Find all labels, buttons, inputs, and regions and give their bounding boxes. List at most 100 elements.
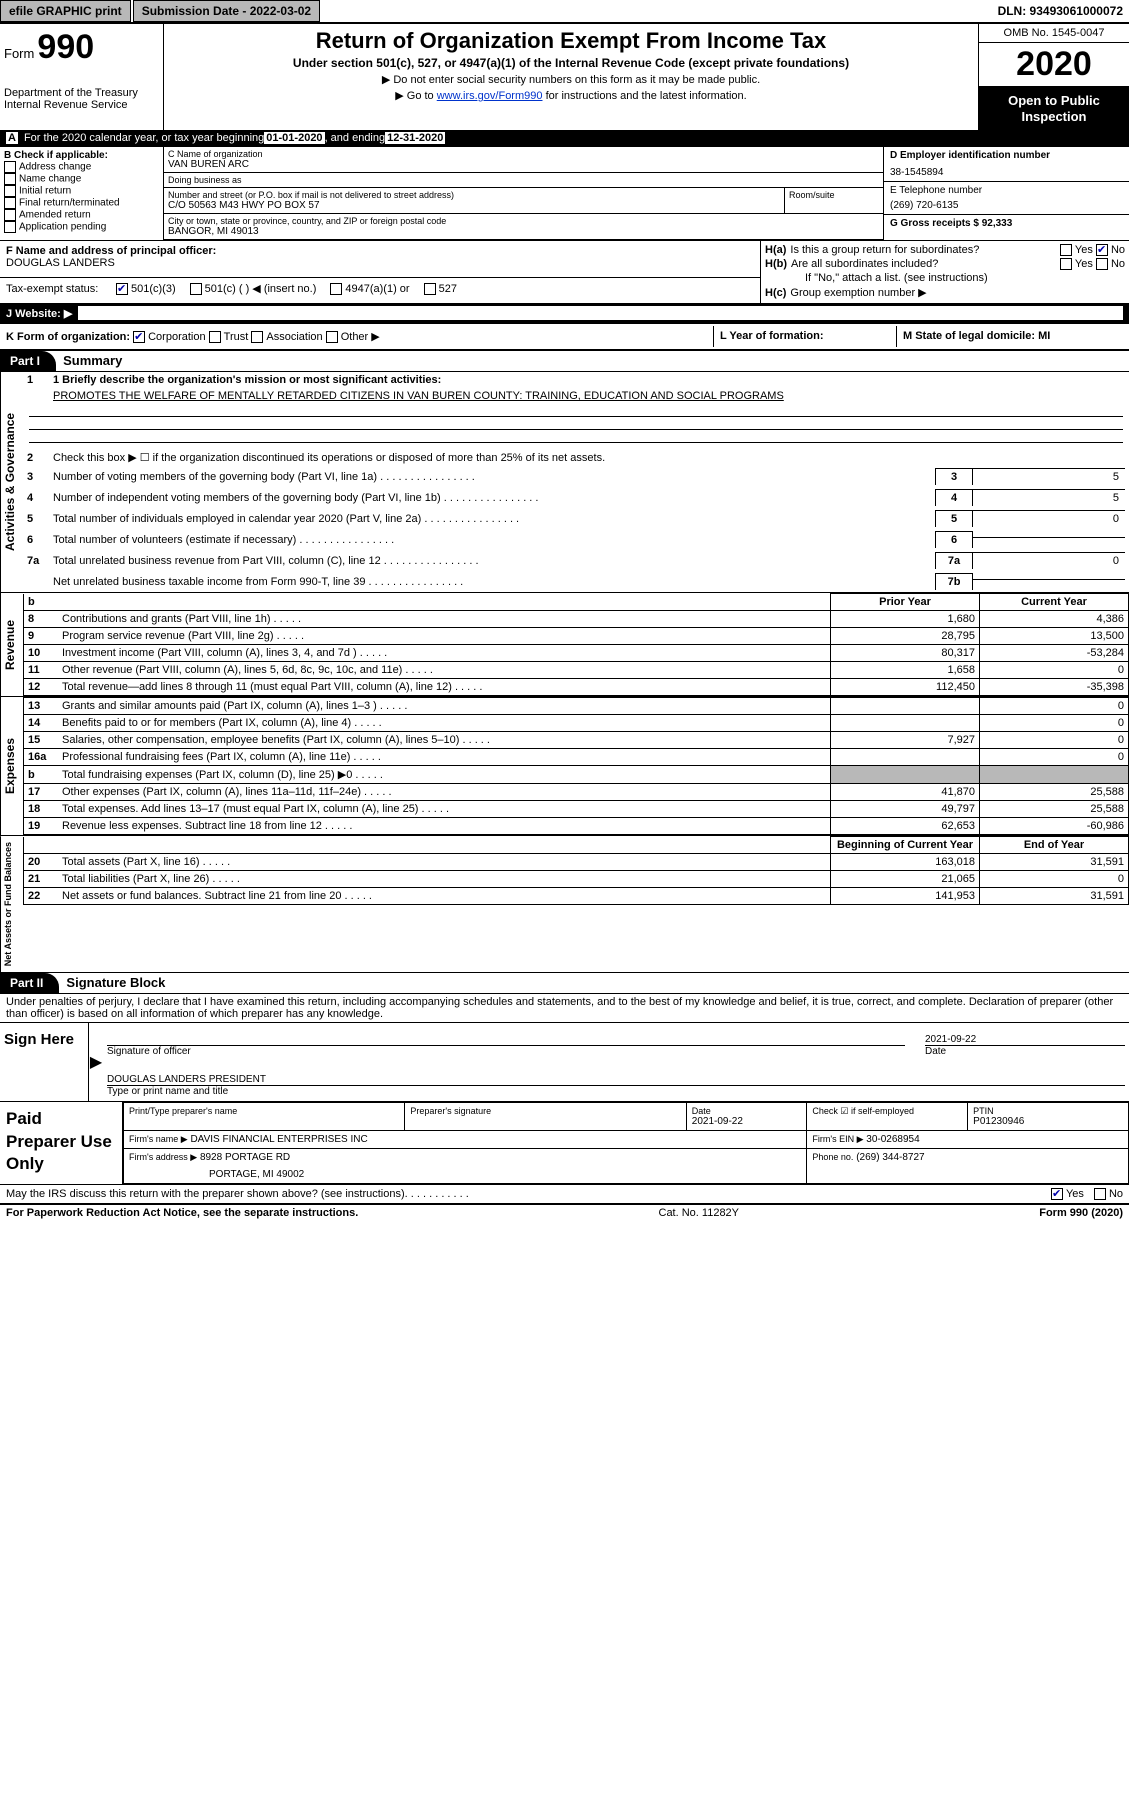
chk-final-return[interactable] xyxy=(4,197,16,209)
officer-signature-line[interactable] xyxy=(107,1027,905,1046)
opt-501c: 501(c) ( ) ◀ (insert no.) xyxy=(205,282,317,295)
chk-501c3[interactable] xyxy=(116,283,128,295)
section-bcde: B Check if applicable: Address change Na… xyxy=(0,146,1129,240)
chk-initial-return[interactable] xyxy=(4,185,16,197)
officer-name-value: DOUGLAS LANDERS PRESIDENT xyxy=(107,1067,1125,1086)
sig-fields: Signature of officer 2021-09-22 Date DOU… xyxy=(103,1023,1129,1101)
chk-address-change[interactable] xyxy=(4,161,16,173)
hc-text: Group exemption number ▶ xyxy=(790,286,1125,299)
chk-discuss-yes[interactable] xyxy=(1051,1188,1063,1200)
firm-addr-label: Firm's address ▶ xyxy=(129,1152,197,1162)
bar-a-text1: For the 2020 calendar year, or tax year … xyxy=(24,132,264,144)
opt-name-change: Name change xyxy=(19,174,81,185)
mission-blank-line1 xyxy=(29,404,1123,417)
line1-label: 11 Briefly describe the organization's m… xyxy=(23,372,1129,388)
mission-blank-line2 xyxy=(29,417,1123,430)
prep-sig-label: Preparer's signature xyxy=(410,1106,680,1116)
chk-ha-yes[interactable] xyxy=(1060,244,1072,256)
sig-date-label: Date xyxy=(925,1046,1125,1057)
paid-preparer-table: Print/Type preparer's name Preparer's si… xyxy=(123,1102,1129,1184)
line2-text: Check this box ▶ ☐ if the organization d… xyxy=(53,451,605,464)
form-version: Form 990 (2020) xyxy=(1039,1207,1123,1219)
chk-app-pending[interactable] xyxy=(4,221,16,233)
paid-preparer-block: Paid Preparer Use Only Print/Type prepar… xyxy=(0,1101,1129,1184)
section-fh: F Name and address of principal officer:… xyxy=(0,240,1129,303)
hb-text: Are all subordinates included? xyxy=(791,258,1060,270)
chk-ha-no[interactable] xyxy=(1096,244,1108,256)
firm-name: DAVIS FINANCIAL ENTERPRISES INC xyxy=(190,1134,367,1145)
chk-hb-yes[interactable] xyxy=(1060,258,1072,270)
opt-other: Other ▶ xyxy=(341,331,380,343)
bar-a-period: A For the 2020 calendar year, or tax yea… xyxy=(0,130,1129,146)
room-label: Room/suite xyxy=(789,190,879,200)
chk-name-change[interactable] xyxy=(4,173,16,185)
mission-text: PROMOTES THE WELFARE OF MENTALLY RETARDE… xyxy=(23,388,1129,404)
sig-date-value: 2021-09-22 xyxy=(925,1027,1125,1046)
opt-501c3: 501(c)(3) xyxy=(131,283,176,295)
line1-label-text: 1 Briefly describe the organization's mi… xyxy=(53,374,441,386)
note2-prefix: ▶ Go to xyxy=(395,90,436,102)
table-row: 16aProfessional fundraising fees (Part I… xyxy=(24,749,1129,766)
website-value xyxy=(78,306,1123,320)
opt-address-change: Address change xyxy=(19,162,91,173)
tab-net-assets: Net Assets or Fund Balances xyxy=(0,836,23,972)
efile-print-button[interactable]: efile GRAPHIC print xyxy=(0,0,131,22)
irs-link[interactable]: www.irs.gov/Form990 xyxy=(437,90,543,102)
bar-a-text2: , and ending xyxy=(325,132,386,144)
chk-4947[interactable] xyxy=(330,283,342,295)
chk-corporation[interactable] xyxy=(133,331,145,343)
expenses-table: 13Grants and similar amounts paid (Part … xyxy=(23,697,1129,835)
firm-name-label: Firm's name ▶ xyxy=(129,1134,188,1144)
opt-association: Association xyxy=(266,331,322,343)
chk-association[interactable] xyxy=(251,331,263,343)
chk-527[interactable] xyxy=(424,283,436,295)
col-prior-year: Prior Year xyxy=(831,594,980,611)
section-b: B Check if applicable: Address change Na… xyxy=(0,147,164,240)
section-de: D Employer identification number 38-1545… xyxy=(883,147,1129,240)
opt-final-return: Final return/terminated xyxy=(19,198,120,209)
table-row: 12Total revenue—add lines 8 through 11 (… xyxy=(24,679,1129,696)
summary-gov-block: 11 Briefly describe the organization's m… xyxy=(23,372,1129,592)
chk-discuss-no[interactable] xyxy=(1094,1188,1106,1200)
phone-value: (269) 720-6135 xyxy=(890,196,1123,211)
discuss-yes: Yes xyxy=(1066,1188,1084,1200)
chk-hb-no[interactable] xyxy=(1096,258,1108,270)
tab-expenses: Expenses xyxy=(0,697,23,835)
part2-title: Signature Block xyxy=(66,975,165,990)
opt-amended-return: Amended return xyxy=(19,210,91,221)
table-row: 13Grants and similar amounts paid (Part … xyxy=(24,698,1129,715)
chk-501c[interactable] xyxy=(190,283,202,295)
chk-amended-return[interactable] xyxy=(4,209,16,221)
note2-suffix: for instructions and the latest informat… xyxy=(546,90,747,102)
dln-label: DLN: 93493061000072 xyxy=(992,1,1129,21)
gov-row: 3Number of voting members of the governi… xyxy=(23,466,1129,487)
addr-value: C/O 50563 M43 HWY PO BOX 57 xyxy=(168,200,780,211)
org-name-label: C Name of organization xyxy=(168,149,879,159)
mission-value: PROMOTES THE WELFARE OF MENTALLY RETARDE… xyxy=(53,390,784,402)
sig-arrow-icon: ▶ xyxy=(89,1023,103,1101)
phone-label: E Telephone number xyxy=(890,185,1123,196)
chk-other[interactable] xyxy=(326,331,338,343)
website-label: J Website: ▶ xyxy=(6,307,72,320)
gov-row: 6Total number of volunteers (estimate if… xyxy=(23,529,1129,550)
form-header: Form 990 Department of the Treasury Inte… xyxy=(0,24,1129,130)
tax-year: 2020 xyxy=(979,43,1129,87)
table-row: 20Total assets (Part X, line 16) . . . .… xyxy=(24,854,1129,871)
hb-note: If "No," attach a list. (see instruction… xyxy=(805,272,988,284)
section-m: M State of legal domicile: MI xyxy=(896,326,1129,347)
m-label: M State of legal domicile: MI xyxy=(903,330,1050,342)
firm-phone-label: Phone no. xyxy=(812,1152,853,1162)
opt-trust: Trust xyxy=(224,331,249,343)
table-row: 21Total liabilities (Part X, line 26) . … xyxy=(24,871,1129,888)
officer-signature-label: Signature of officer xyxy=(107,1046,905,1057)
table-row: 11Other revenue (Part VIII, column (A), … xyxy=(24,662,1129,679)
ptin-label: PTIN xyxy=(973,1106,1123,1116)
officer-name-label: Type or print name and title xyxy=(107,1086,1125,1097)
addr-label: Number and street (or P.O. box if mail i… xyxy=(168,190,780,200)
ptin-value: P01230946 xyxy=(973,1116,1123,1127)
chk-trust[interactable] xyxy=(209,331,221,343)
sign-here-label: Sign Here xyxy=(0,1023,89,1101)
table-row: 15Salaries, other compensation, employee… xyxy=(24,732,1129,749)
table-row: 9Program service revenue (Part VIII, lin… xyxy=(24,628,1129,645)
topbar: efile GRAPHIC print Submission Date - 20… xyxy=(0,0,1129,24)
